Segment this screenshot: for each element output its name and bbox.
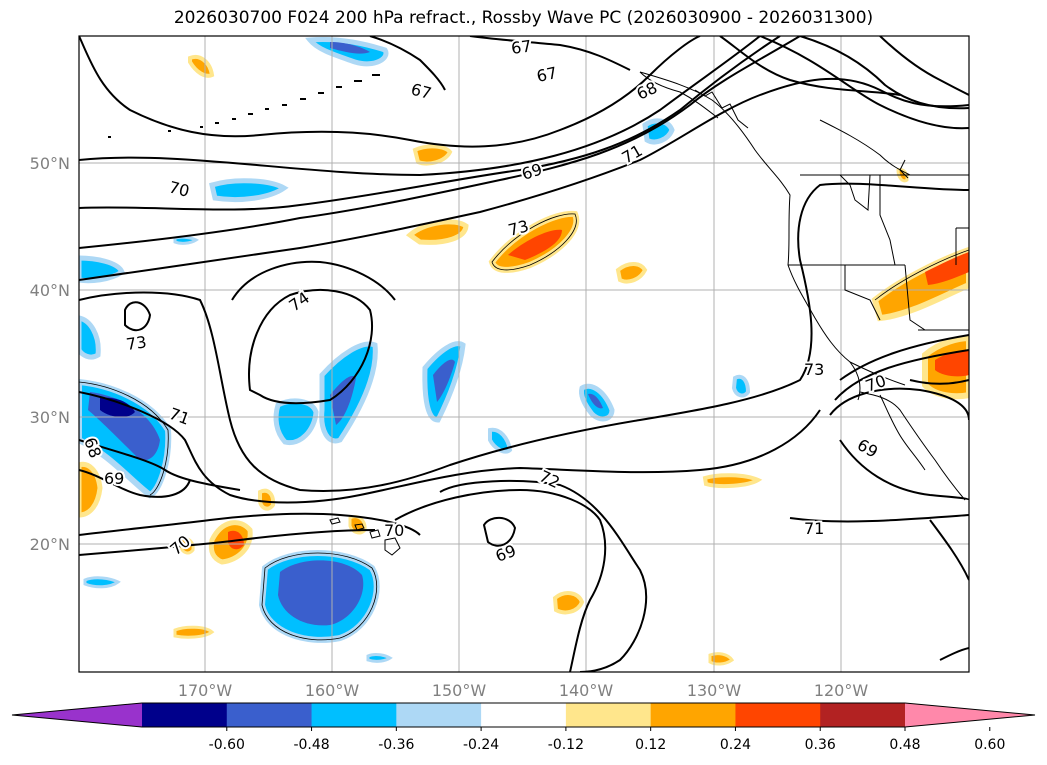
- contour-label: 73: [125, 332, 148, 354]
- orange-region: [173, 625, 215, 639]
- deep-blue-region: [330, 375, 356, 425]
- colorbar-tick-label: 0.24: [720, 737, 751, 753]
- red-region: [935, 350, 969, 377]
- plot-area: [79, 36, 969, 672]
- coastlines: [639, 71, 969, 501]
- longitude-labels: 170°W 160°W 150°W 140°W 130°W 120°W: [178, 681, 869, 700]
- lon-label: 150°W: [432, 681, 487, 700]
- red-region: [508, 229, 562, 260]
- colorbar-tick-label: -0.24: [463, 737, 499, 753]
- orange-region: [188, 55, 215, 78]
- deep-blue-region: [433, 359, 455, 402]
- contour-label: 69: [104, 469, 124, 488]
- colorbar-tick-label: 0.36: [805, 737, 836, 753]
- lon-label: 130°W: [687, 681, 742, 700]
- lon-label: 120°W: [814, 681, 869, 700]
- colorbar-tick-label: -0.60: [209, 737, 245, 753]
- deep-blue-region: [588, 393, 603, 409]
- latitude-labels: 50°N 40°N 30°N 20°N: [30, 154, 70, 554]
- blue-region: [79, 315, 101, 360]
- navy-region: [100, 397, 135, 418]
- lat-label: 30°N: [30, 408, 70, 427]
- colorbar-outline: [11, 702, 1036, 728]
- orange-region: [79, 461, 103, 518]
- blue-region: [83, 576, 121, 589]
- blue-region: [173, 235, 199, 245]
- colorbar-segment: [820, 703, 906, 727]
- map-title: 2026030700 F024 200 hPa refract., Rossby…: [173, 8, 874, 28]
- colorbar-tick-label: -0.36: [378, 737, 414, 753]
- colorbar-extend-high: [905, 703, 1035, 727]
- lon-label: 160°W: [305, 681, 360, 700]
- lat-label: 20°N: [30, 535, 70, 554]
- lon-label: 140°W: [559, 681, 614, 700]
- orange-region: [708, 652, 735, 666]
- gridlines: [79, 36, 969, 672]
- contour-lines: [79, 36, 969, 672]
- blue-region: [366, 653, 393, 663]
- plot-frame: [78, 35, 970, 673]
- colorbar-tick-label: 0.12: [635, 737, 666, 753]
- contour-label: 67: [510, 36, 533, 58]
- colorbar-extend-low: [12, 703, 142, 727]
- lat-label: 50°N: [30, 154, 70, 173]
- anomaly-outlines: [79, 213, 969, 641]
- orange-region: [702, 473, 763, 489]
- colorbar-segment: [311, 703, 397, 727]
- contour-label: 71: [804, 519, 824, 538]
- colorbar-segment: [226, 703, 313, 727]
- contour-label: 73: [804, 360, 824, 379]
- lat-label: 40°N: [30, 281, 70, 300]
- deep-blue-region: [278, 560, 364, 626]
- colorbar-tick-label: 0.60: [974, 737, 1005, 753]
- deep-blue-region: [330, 42, 370, 54]
- blue-region: [209, 178, 289, 203]
- lon-label: 170°W: [178, 681, 233, 700]
- red-region: [925, 252, 969, 285]
- colorbar-tick-label: -0.12: [548, 737, 584, 753]
- colorbar-tick-label: 0.48: [889, 737, 920, 753]
- colorbar-segment: [396, 703, 482, 727]
- contour-label: 70: [384, 521, 404, 540]
- blue-region: [273, 398, 319, 446]
- colorbar-tick-label: -0.48: [293, 737, 329, 753]
- colorbar-segment: [481, 703, 567, 727]
- orange-region: [258, 488, 276, 511]
- blue-region: [642, 118, 675, 145]
- colorbar-segment: [565, 703, 652, 727]
- orange-region: [552, 591, 585, 615]
- orange-region: [615, 262, 648, 284]
- blue-region: [731, 374, 751, 398]
- colorbar-segment: [650, 703, 736, 727]
- colorbar-segment: [142, 703, 228, 727]
- colorbar: -0.60 -0.48 -0.36 -0.24 -0.12 0.12 0.24 0.36 0.4…: [11, 702, 1036, 753]
- hawaiian-islands: [329, 517, 401, 556]
- colorbar-segment: [735, 703, 821, 727]
- blue-region: [488, 427, 513, 454]
- orange-region: [405, 219, 469, 245]
- aleutian-islands: [108, 74, 380, 138]
